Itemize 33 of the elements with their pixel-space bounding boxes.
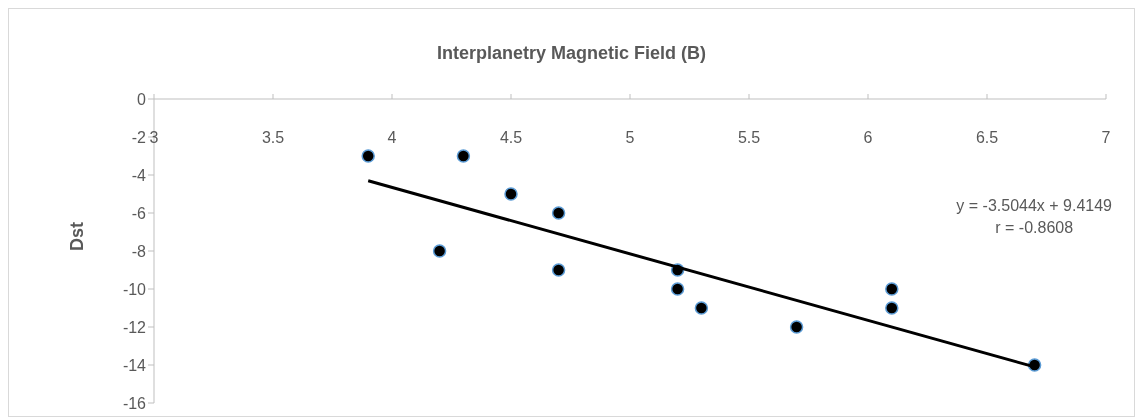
- point: [885, 282, 899, 296]
- y-tick-label: -10: [122, 280, 147, 298]
- y-tick-label: -2: [131, 128, 147, 146]
- chart-title: Interplanetry Magnetic Field (B): [435, 43, 707, 64]
- x-tick-label: 5: [625, 128, 635, 146]
- x-tick-label: 3: [149, 128, 159, 146]
- point: [885, 301, 899, 315]
- annotation: r = -0.8608: [994, 218, 1075, 238]
- x-tick-label: 5.5: [737, 128, 761, 146]
- point: [694, 301, 709, 315]
- annotation: y = -3.5044x + 9.4149: [956, 196, 1112, 216]
- point: [670, 282, 685, 296]
- point: [504, 187, 518, 201]
- x-tick-label: 6: [863, 128, 873, 146]
- y-tick-label: -16: [122, 394, 147, 412]
- y-tick-label: -14: [122, 356, 147, 374]
- point: [432, 244, 447, 258]
- x-tick-label: 6.5: [975, 128, 999, 146]
- point: [551, 206, 566, 220]
- y-tick-label: -4: [131, 166, 147, 184]
- point: [789, 320, 804, 334]
- point: [361, 149, 375, 163]
- y-tick-label: -12: [122, 318, 147, 336]
- y-axis-title: Dst: [67, 221, 88, 251]
- y-tick-label: -8: [131, 242, 147, 260]
- point: [551, 263, 566, 277]
- point: [456, 149, 471, 163]
- x-tick-label: 7: [1101, 128, 1111, 146]
- x-tick-label: 3.5: [261, 128, 285, 146]
- x-tick-label: 4.5: [499, 128, 523, 146]
- x-tick-label: 4: [387, 128, 397, 146]
- y-tick-label: -6: [131, 204, 147, 222]
- y-tick-label: 0: [137, 90, 147, 108]
